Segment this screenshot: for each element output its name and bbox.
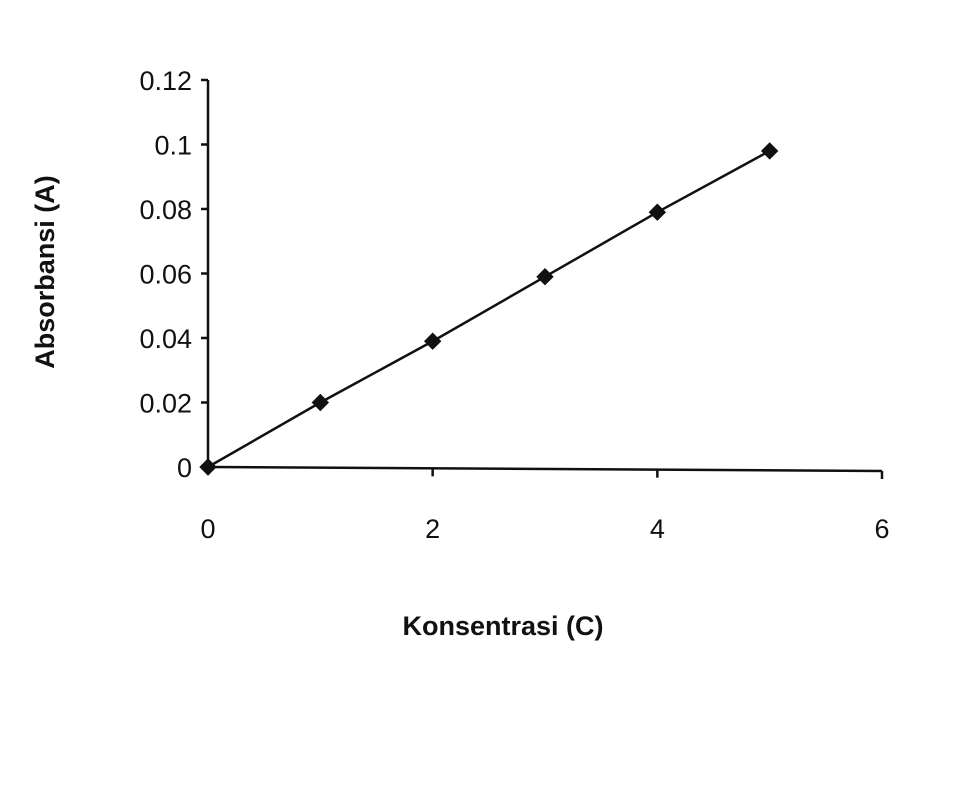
x-tick-label: 0 — [200, 514, 215, 544]
x-axis-line — [207, 465, 883, 473]
x-tick-label: 4 — [650, 514, 665, 544]
y-axis-title: Absorbansi (A) — [30, 175, 60, 369]
series-layer — [199, 142, 779, 476]
data-point-diamond — [536, 268, 554, 286]
data-point-diamond — [199, 458, 217, 476]
y-tick-label: 0.08 — [139, 195, 192, 225]
x-axis-title: Konsentrasi (C) — [402, 611, 603, 641]
x-axis: 0 2 4 6 — [200, 465, 890, 544]
y-tick-label: 0 — [177, 453, 192, 483]
y-tick-label: 0.12 — [139, 66, 192, 96]
y-tick-label: 0.04 — [139, 324, 192, 354]
series-line — [207, 149, 771, 469]
y-tick-label: 0.02 — [139, 389, 192, 419]
data-point-diamond — [423, 332, 442, 350]
x-tick-label: 6 — [874, 514, 889, 544]
y-tick-label: 0.1 — [154, 131, 192, 161]
data-point-diamond — [760, 142, 779, 160]
x-tick-label: 2 — [425, 514, 440, 544]
data-point-diamond — [648, 203, 667, 221]
y-tick-label: 0.06 — [139, 260, 192, 290]
data-point-diamond — [311, 393, 330, 412]
y-axis: 0 0.02 0.04 0.06 0.08 0.1 0.12 — [139, 66, 210, 483]
